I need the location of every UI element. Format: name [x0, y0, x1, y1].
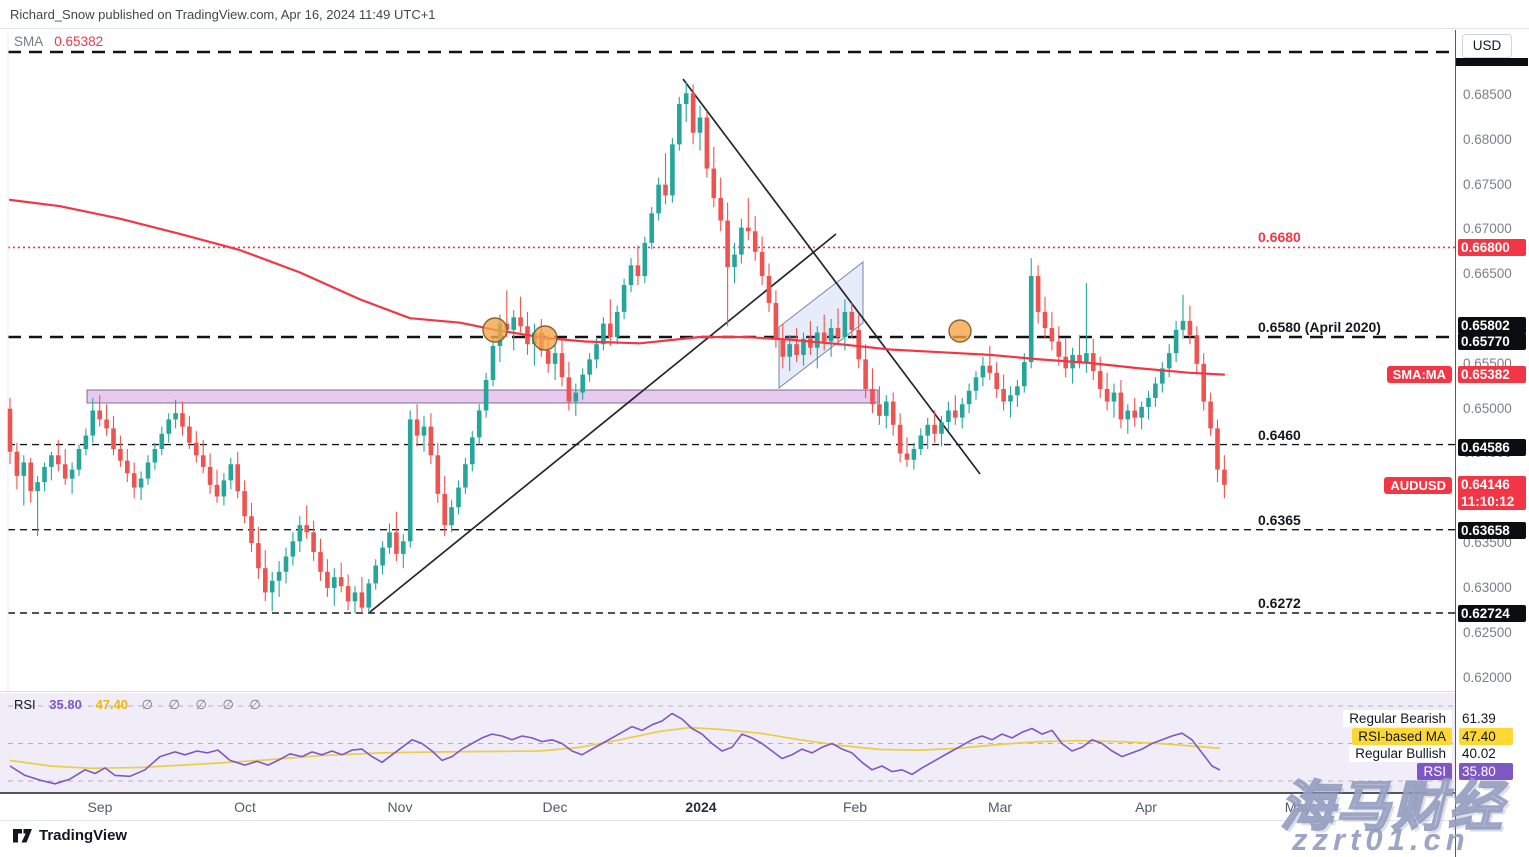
price-tick-0.62000: 0.62000 — [1463, 669, 1512, 685]
series-tag-AUDUSD: AUDUSD — [1384, 477, 1452, 494]
trendline-descending[interactable] — [682, 78, 981, 475]
price-badge-0.64146: 0.64146 11:10:12 — [1458, 476, 1526, 510]
price-tick-0.67500: 0.67500 — [1463, 176, 1512, 192]
rsi-row-label: RSI — [1417, 763, 1452, 780]
price-badge-0.66800: 0.66800 — [1458, 239, 1526, 256]
price-badge-0.62724: 0.62724 — [1458, 605, 1526, 622]
flag-channel-annotation[interactable] — [778, 260, 864, 390]
watermark-chinese: 海马财经 — [1279, 776, 1504, 838]
rsi-line[interactable] — [9, 712, 1221, 785]
trendline-ascending[interactable] — [369, 233, 837, 613]
sma-line[interactable] — [8, 198, 1226, 376]
rsi-row-regular-bearish: Regular Bearish 61.39 — [0, 710, 1529, 727]
price-tick-0.67000: 0.67000 — [1463, 221, 1512, 237]
attribution-text: Richard_Snow published on TradingView.co… — [0, 0, 1529, 29]
price-badge-0.63658: 0.63658 — [1458, 522, 1526, 539]
tradingview-logo-text: TradingView — [39, 826, 128, 844]
time-label-Dec: Dec — [542, 799, 568, 815]
price-badge-0.65802: 0.65802 — [1458, 317, 1526, 334]
level-label-0.6272: 0.6272 — [1258, 594, 1301, 611]
level-label-0.6365: 0.6365 — [1258, 511, 1301, 528]
time-label-Nov: Nov — [387, 799, 413, 815]
time-label-Mar: Mar — [987, 799, 1013, 815]
time-label-Apr: Apr — [1135, 799, 1157, 815]
sma-legend[interactable]: SMA 0.65382 — [14, 34, 103, 49]
rsi-legend-title: RSI — [14, 697, 36, 712]
rsi-row-label: Regular Bearish — [1343, 710, 1452, 727]
level-label-0.6580: 0.6580 (April 2020) — [1258, 319, 1381, 335]
rsi-row-value: 47.40 — [1459, 728, 1513, 745]
level-test-circle-2[interactable] — [532, 325, 558, 351]
price-tick-0.62500: 0.62500 — [1463, 624, 1512, 640]
level-test-circle-1[interactable] — [482, 317, 508, 343]
rsi-row-value: 35.80 — [1459, 763, 1513, 780]
rsi-row-label: Regular Bullish — [1349, 745, 1452, 762]
sma-legend-value: 0.65382 — [54, 34, 104, 49]
price-badge-0.64586: 0.64586 — [1458, 439, 1526, 456]
sma-legend-label: SMA — [14, 34, 43, 49]
price-tick-0.63000: 0.63000 — [1463, 579, 1512, 595]
time-label-Sep: Sep — [87, 799, 113, 815]
price-badge-0.65382: 0.65382 — [1458, 366, 1526, 383]
price-tick-0.68500: 0.68500 — [1463, 87, 1512, 103]
currency-usd-button[interactable]: USD — [1462, 34, 1512, 58]
axis-black-bar — [1456, 58, 1528, 66]
rsi-row-regular-bullish: Regular Bullish 40.02 — [0, 745, 1529, 762]
price-tick-0.68000: 0.68000 — [1463, 131, 1512, 147]
rsi-row-rsi: RSI 35.80 — [0, 763, 1529, 780]
rsi-row-value: 40.02 — [1459, 745, 1513, 762]
rsi-row-label: RSI-based MA — [1352, 728, 1452, 745]
series-tag-SMA:MA: SMA:MA — [1386, 366, 1452, 383]
time-label-Oct: Oct — [234, 799, 256, 815]
rsi-divergence-empty-values: ∅ ∅ ∅ ∅ ∅ — [141, 697, 267, 712]
level-test-circle-3[interactable] — [948, 319, 972, 343]
level-label-0.6680: 0.6680 — [1258, 229, 1301, 246]
watermark-site: zzrt01.cn — [1292, 822, 1470, 857]
price-tick-0.65000: 0.65000 — [1463, 400, 1512, 416]
time-label-Feb: Feb — [842, 799, 868, 815]
price-badge-0.65770: 0.65770 — [1458, 333, 1526, 350]
candlestick-series — [7, 81, 1227, 613]
rsi-legend[interactable]: RSI 35.80 47.40 ∅ ∅ ∅ ∅ ∅ — [14, 697, 267, 713]
rsi-row-rsi-based-ma: RSI-based MA 47.40 — [0, 728, 1529, 745]
supply-zone-rectangle[interactable] — [86, 389, 879, 404]
last-price-time: 11:10:12 — [1461, 494, 1515, 509]
time-label-May: May — [1284, 799, 1312, 815]
level-label-0.6460: 0.6460 — [1258, 426, 1301, 443]
tradingview-branding[interactable]: TradingView — [12, 826, 127, 844]
tradingview-logo-icon — [13, 829, 32, 843]
rsi-ma-legend-value: 47.40 — [95, 697, 129, 712]
rsi-legend-value: 35.80 — [49, 697, 82, 712]
time-axis[interactable]: Sep Oct Nov Dec 2024 Feb Mar Apr May — [0, 794, 1455, 821]
time-label-2024: 2024 — [685, 799, 717, 815]
price-tick-0.66500: 0.66500 — [1463, 266, 1512, 282]
rsi-row-value: 61.39 — [1459, 710, 1513, 727]
